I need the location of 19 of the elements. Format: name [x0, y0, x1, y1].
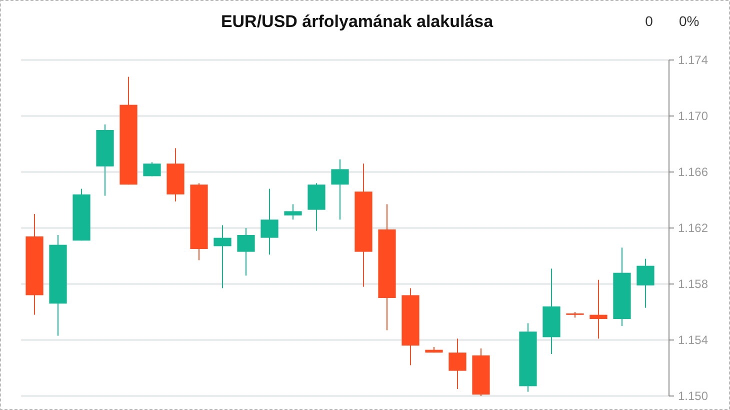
candlestick — [636, 258, 654, 308]
y-tick-label: 1.174 — [678, 53, 708, 68]
candlestick — [214, 224, 232, 289]
y-tick-label: 1.166 — [678, 165, 708, 180]
candlestick — [237, 228, 255, 276]
candlestick — [260, 188, 278, 256]
candlestick — [284, 204, 302, 220]
y-tick-label: 1.162 — [678, 221, 708, 236]
text: 0 — [645, 13, 654, 29]
candlestick — [448, 338, 466, 390]
candlestick — [331, 158, 349, 220]
y-tick-label: 1.154 — [678, 333, 708, 348]
candlestick — [143, 162, 161, 177]
candlestick — [590, 279, 608, 340]
y-tick-label: 1.150 — [678, 389, 708, 404]
text: 0% — [679, 13, 700, 29]
y-tick-label: 1.158 — [678, 277, 708, 292]
chart-title: EUR/USD árfolyamának alakulása — [220, 12, 494, 31]
y-tick-label: 1.170 — [678, 109, 708, 124]
